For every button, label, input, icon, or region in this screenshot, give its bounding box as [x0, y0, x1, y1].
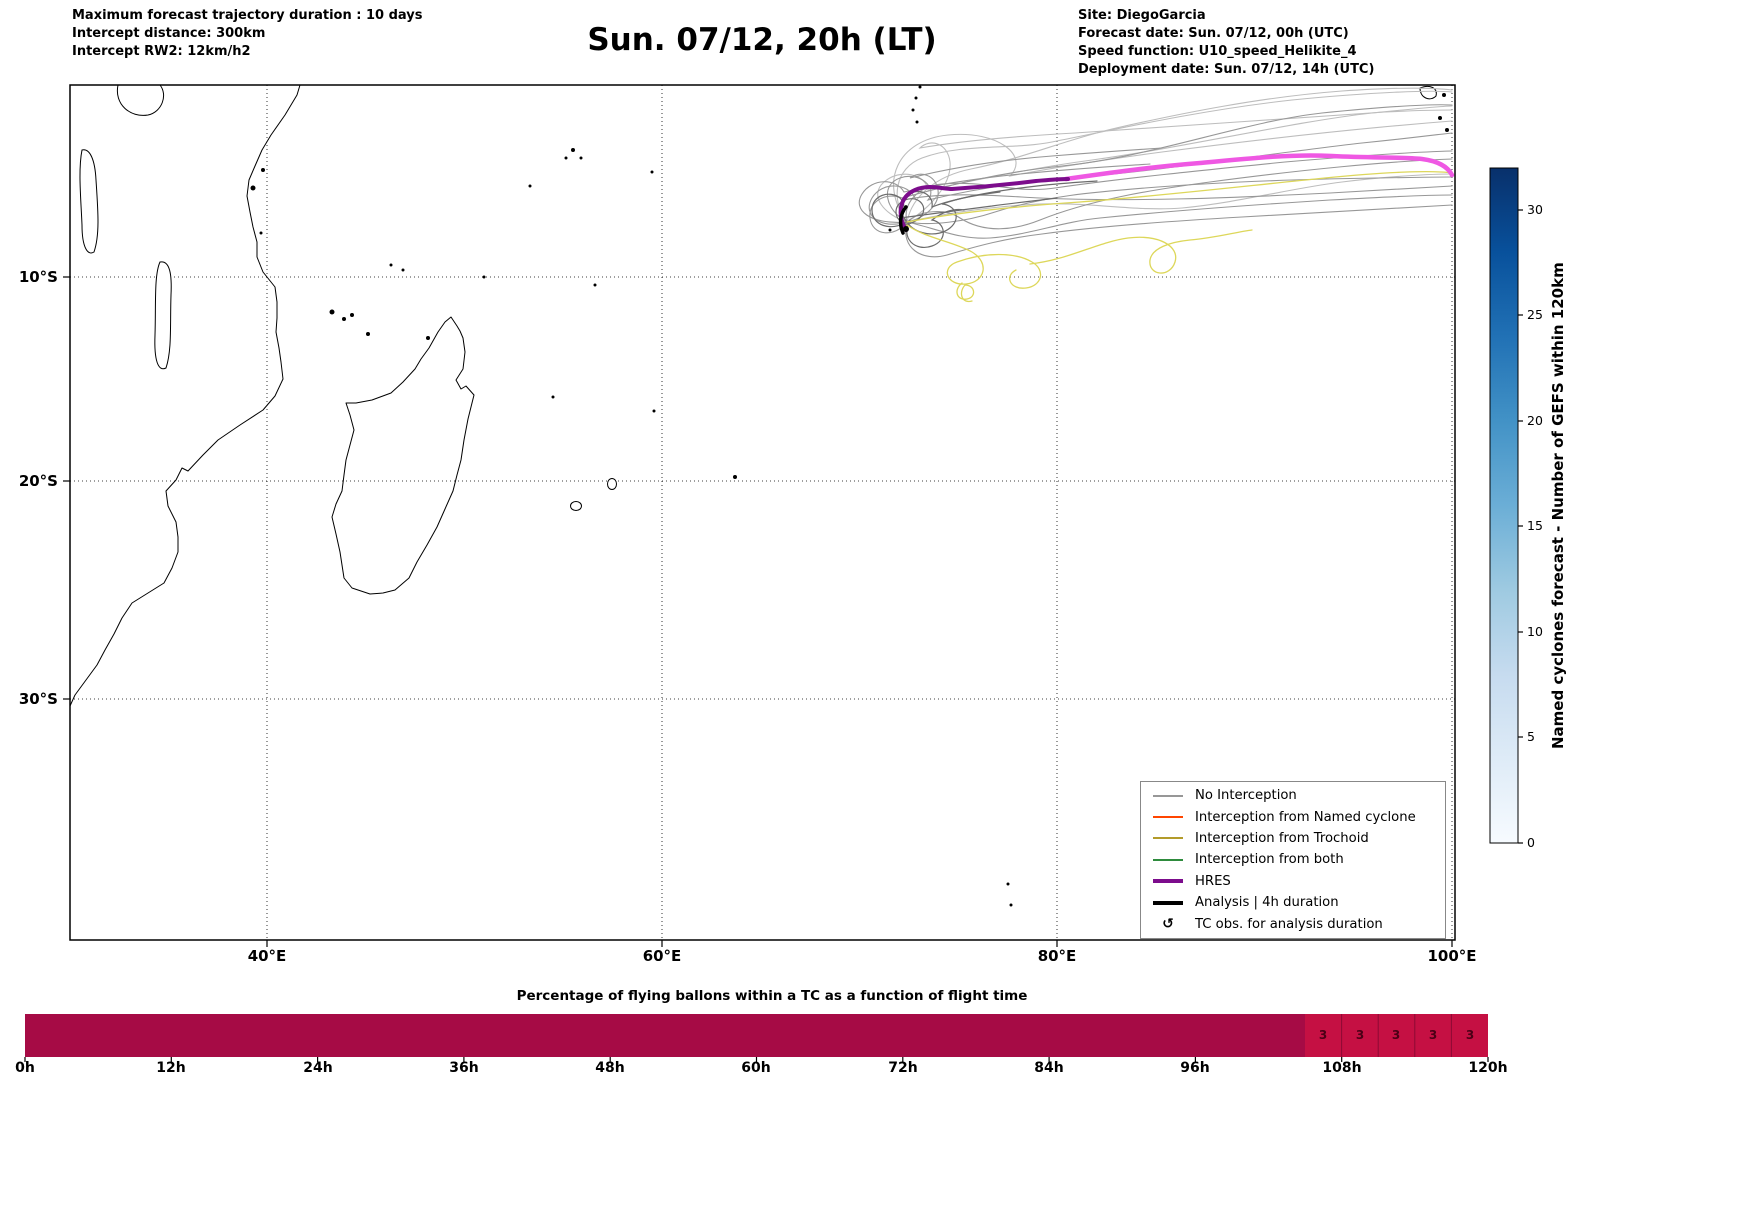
btick-72h: 72h	[888, 1060, 918, 1076]
legend-swatch-yellow-line	[1153, 837, 1183, 840]
forecast-params: Maximum forecast trajectory duration : 1…	[72, 7, 423, 61]
legend-item-trochoid: Interception from Trochoid	[1141, 828, 1445, 849]
legend-label: Interception from both	[1195, 852, 1344, 868]
tc-obs-icon: ↺	[1162, 916, 1174, 933]
btick-60h: 60h	[741, 1060, 771, 1076]
legend-swatch-purple-line	[1153, 879, 1183, 884]
legend-label: TC obs. for analysis duration	[1195, 916, 1383, 932]
x-tick-40e: 40°E	[247, 947, 287, 965]
legend-item-both: Interception from both	[1141, 849, 1445, 870]
param-intercept-rw2: Intercept RW2: 12km/h2	[72, 44, 251, 59]
y-tick-30s: 30°S	[18, 690, 58, 708]
btick-120h: 120h	[1468, 1060, 1508, 1076]
flight-time-bar-chart	[24, 1014, 1489, 1062]
tc-interception-segments	[1305, 1014, 1488, 1057]
legend-swatch-green-line	[1153, 858, 1183, 861]
y-tick-20s: 20°S	[18, 472, 58, 490]
x-tick-100e: 100°E	[1427, 947, 1477, 965]
colorbar-label: Named cyclones forecast - Number of GEFS…	[1549, 262, 1567, 749]
site-info: Site: DiegoGarcia Forecast date: Sun. 07…	[1078, 7, 1374, 79]
colorbar-tick-25: 25	[1527, 307, 1543, 322]
info-speed-function: Speed function: U10_speed_Helikite_4	[1078, 44, 1357, 59]
btick-48h: 48h	[595, 1060, 625, 1076]
colorbar-tick-30: 30	[1527, 202, 1543, 217]
legend-label: No Interception	[1195, 788, 1297, 804]
map-frame	[69, 84, 1456, 941]
param-intercept-distance: Intercept distance: 300km	[72, 26, 266, 41]
btick-12h: 12h	[156, 1060, 186, 1076]
btick-0h: 0h	[15, 1060, 35, 1076]
hres-track	[898, 153, 1455, 232]
legend-item-hres: HRES	[1141, 871, 1445, 892]
y-tick-10s: 10°S	[18, 268, 58, 286]
info-forecast-date: Forecast date: Sun. 07/12, 00h (UTC)	[1078, 26, 1349, 41]
info-site: Site: DiegoGarcia	[1078, 8, 1206, 23]
colorbar	[1489, 167, 1523, 844]
coastline-africa	[69, 84, 301, 707]
colorbar-tick-0: 0	[1527, 835, 1535, 850]
analysis-track	[898, 205, 909, 235]
lakes	[79, 84, 172, 370]
param-duration: Maximum forecast trajectory duration : 1…	[72, 8, 423, 23]
legend-item-analysis: Analysis | 4h duration	[1141, 892, 1445, 913]
btick-96h: 96h	[1180, 1060, 1210, 1076]
x-tick-80e: 80°E	[1037, 947, 1077, 965]
legend-item-tc-obs: ↺ TC obs. for analysis duration	[1141, 913, 1445, 934]
segment-count-label: 3	[1355, 1028, 1365, 1042]
hres-track-late	[1063, 153, 1455, 182]
map-legend: No Interception Interception from Named …	[1140, 781, 1446, 939]
legend-item-named-cyclone: Interception from Named cyclone	[1141, 806, 1445, 827]
btick-24h: 24h	[303, 1060, 333, 1076]
legend-label: Interception from Named cyclone	[1195, 809, 1416, 825]
gefs-trajectories-no-interception	[858, 87, 1453, 258]
flight-time-chart-title: Percentage of flying ballons within a TC…	[516, 988, 1028, 1004]
legend-swatch-black-line	[1153, 900, 1183, 905]
legend-label: Analysis | 4h duration	[1195, 895, 1339, 911]
colorbar-tick-15: 15	[1527, 518, 1543, 533]
madagascar	[331, 316, 475, 595]
flight-time-bar	[25, 1014, 1488, 1057]
btick-36h: 36h	[449, 1060, 479, 1076]
legend-item-no-interception: No Interception	[1141, 785, 1445, 806]
info-deployment-date: Deployment date: Sun. 07/12, 14h (UTC)	[1078, 62, 1375, 77]
btick-108h: 108h	[1322, 1060, 1362, 1076]
legend-label: HRES	[1195, 873, 1231, 889]
colorbar-ticks	[1518, 209, 1523, 844]
legend-swatch-orange-line	[1153, 816, 1183, 819]
colorbar-tick-5: 5	[1527, 729, 1535, 744]
small-islands	[250, 85, 1449, 907]
x-tick-60e: 60°E	[642, 947, 682, 965]
colorbar-tick-10: 10	[1527, 624, 1543, 639]
legend-swatch-gray-line	[1153, 794, 1183, 797]
map-gridlines	[70, 85, 1455, 940]
segment-count-label: 3	[1391, 1028, 1401, 1042]
flight-time-axis-ticks	[24, 1057, 1489, 1062]
colorbar-tick-20: 20	[1527, 413, 1543, 428]
legend-label: Interception from Trochoid	[1195, 830, 1369, 846]
segment-count-label: 3	[1465, 1028, 1475, 1042]
figure-title: Sun. 07/12, 20h (LT)	[587, 22, 937, 58]
trochoid-trajectories	[906, 170, 1453, 303]
btick-84h: 84h	[1034, 1060, 1064, 1076]
colorbar-gradient	[1489, 167, 1519, 844]
segment-count-label: 3	[1318, 1028, 1328, 1042]
hres-track-early	[898, 177, 1070, 232]
axis-ticks	[63, 276, 1453, 947]
segment-count-label: 3	[1428, 1028, 1438, 1042]
